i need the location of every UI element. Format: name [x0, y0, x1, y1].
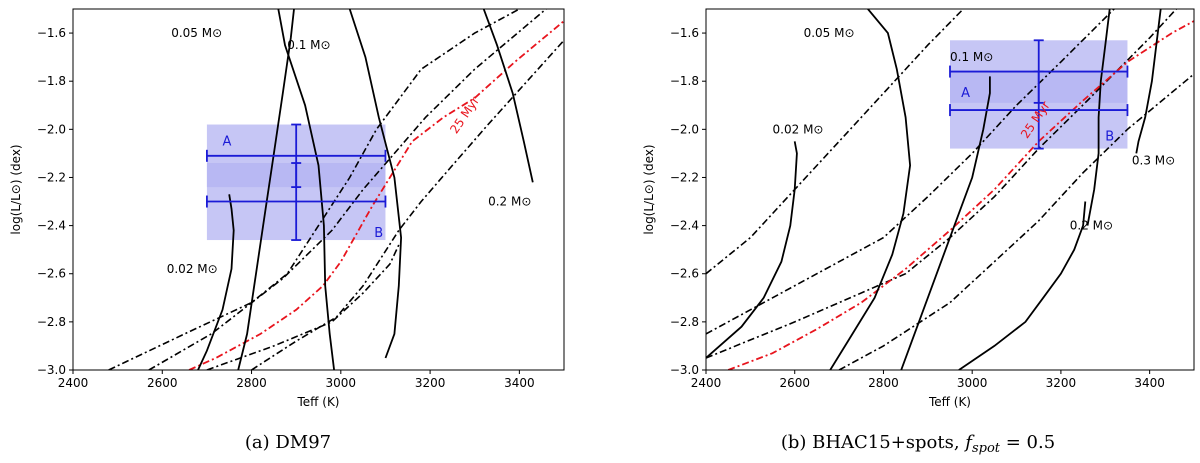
y-tick-label: −3.0 [670, 363, 699, 377]
mass-label-4: 0.3 M⊙ [1132, 154, 1175, 168]
axes-frame [72, 8, 565, 371]
axes-frame [705, 8, 1195, 371]
y-tick-label: −2.6 [670, 267, 699, 281]
isochrone-label-25myr: 25 Myr [447, 94, 482, 136]
mass-track-1 [237, 9, 295, 370]
caption-a: (a) DM97 [245, 432, 331, 453]
isochrone-3 [838, 73, 1194, 370]
mass-label-1: 0.05 M⊙ [804, 26, 855, 40]
y-tick-label: −1.8 [37, 74, 66, 88]
component-label-a: A [223, 134, 232, 149]
y-tick-label: −1.6 [37, 26, 66, 40]
component-label-a: A [961, 86, 970, 101]
panel-dm97: A B 0.02 M⊙ 0.05 M⊙ 0.1 M⊙ 0.2 M⊙ 25 Myr 2400 26… [9, 8, 565, 409]
x-tick-label: 3000 [326, 376, 357, 390]
x-tick-label: 2800 [236, 376, 267, 390]
mass-label-3: 0.2 M⊙ [488, 195, 531, 209]
mass-track-4 [1135, 9, 1162, 154]
y-tick-label: −2.4 [37, 219, 66, 233]
x-tick-label: 2600 [147, 376, 178, 390]
y-axis-label: log(L/L⊙) (dex) [9, 144, 23, 234]
y-tick-label: −2.2 [670, 170, 699, 184]
y-tick-label: −2.6 [37, 267, 66, 281]
x-tick-label: 3400 [504, 376, 535, 390]
isochrone-1 [148, 9, 547, 370]
y-tick-label: −1.8 [670, 74, 699, 88]
x-tick-label: 3200 [1046, 376, 1077, 390]
mass-track-4 [348, 9, 403, 359]
plot-area [108, 9, 564, 370]
x-tick-label: 2600 [779, 376, 810, 390]
x-axis-label: Teff (K) [297, 395, 340, 409]
isochrone-0 [706, 9, 964, 275]
mass-track-3 [958, 201, 1087, 370]
mass-label-3: 0.2 M⊙ [1070, 219, 1113, 233]
x-axis-label: Teff (K) [928, 395, 971, 409]
y-tick-label: −2.4 [670, 219, 699, 233]
x-tick-label: 2400 [691, 376, 722, 390]
mass-track-1 [829, 9, 912, 370]
caption-b: (b) BHAC15+spots, fspot = 0.5 [781, 432, 1055, 456]
mass-label-0: 0.02 M⊙ [773, 122, 824, 136]
mass-label-2: 0.1 M⊙ [950, 50, 993, 64]
component-label-b: B [1105, 130, 1114, 145]
isochrone-25myr [188, 20, 564, 370]
y-tick-label: −2.2 [37, 170, 66, 184]
mass-track-2 [277, 9, 335, 370]
mass-track-2 [900, 76, 991, 370]
x-tick-label: 3000 [957, 376, 988, 390]
isochrone-3 [206, 244, 400, 370]
panel-bhac15-spots: AB0.02 M⊙0.05 M⊙0.1 M⊙0.2 M⊙0.3 M⊙25 Myr… [642, 8, 1195, 409]
y-tick-label: −3.0 [37, 363, 66, 377]
x-tick-label: 3400 [1134, 376, 1165, 390]
mass-track-3 [482, 9, 534, 183]
mass-label-0: 0.02 M⊙ [167, 262, 218, 276]
y-tick-label: −2.8 [37, 315, 66, 329]
isochrone-1 [706, 9, 1115, 335]
mass-label-2: 0.1 M⊙ [287, 38, 330, 52]
y-tick-label: −2.0 [670, 122, 699, 136]
y-tick-label: −2.0 [37, 122, 66, 136]
y-tick-label: −1.6 [670, 26, 699, 40]
mass-track-5 [1086, 9, 1111, 226]
y-tick-label: −2.8 [670, 315, 699, 329]
y-axis-label: log(L/L⊙) (dex) [642, 144, 656, 234]
x-tick-label: 2800 [868, 376, 899, 390]
x-tick-label: 3200 [415, 376, 446, 390]
mass-track-0 [197, 194, 235, 370]
x-tick-label: 2400 [58, 376, 89, 390]
component-label-b: B [374, 226, 383, 241]
mass-track-0 [706, 141, 798, 359]
mass-label-1: 0.05 M⊙ [171, 26, 222, 40]
